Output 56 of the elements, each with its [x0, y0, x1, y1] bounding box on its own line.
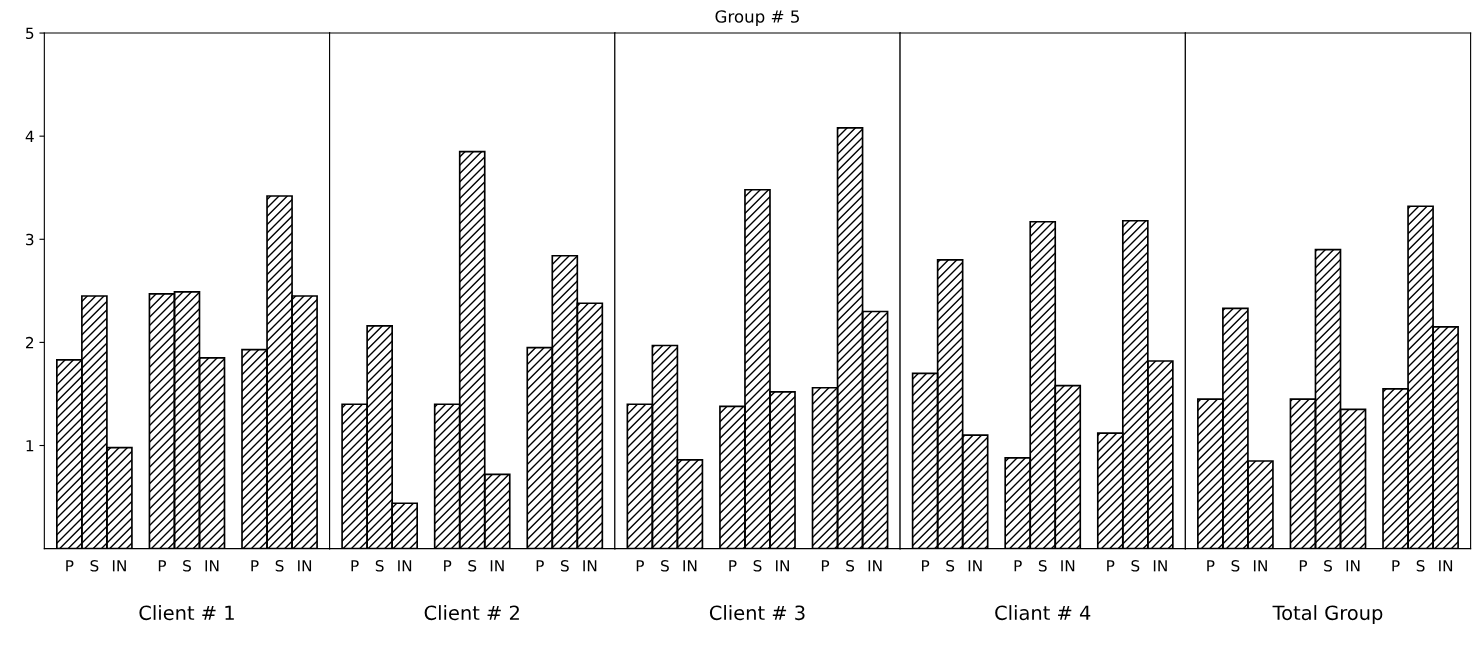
- x-tick-label: P: [158, 560, 167, 572]
- x-tick-label: P: [729, 560, 737, 572]
- x-tick-label: P: [444, 560, 452, 572]
- x-tick-label: P: [1014, 560, 1022, 572]
- x-tick-label: P: [922, 560, 930, 572]
- x-tick-label: P: [1107, 560, 1115, 572]
- x-axis-title: Client # 1: [139, 605, 234, 621]
- x-tick-label: S: [275, 560, 284, 572]
- x-tick-label: P: [1299, 560, 1308, 572]
- x-tick-label: S: [560, 560, 569, 572]
- x-tick-label: IN: [1253, 560, 1267, 572]
- x-tick-label: P: [251, 560, 259, 572]
- x-tick-label: P: [536, 560, 544, 572]
- x-tick-label: S: [1231, 560, 1240, 572]
- x-axis-title: Client # 2: [424, 605, 519, 621]
- x-tick-label: P: [821, 560, 830, 572]
- x-tick-label: P: [1207, 560, 1215, 572]
- x-tick-label: IN: [298, 560, 312, 572]
- y-tick-label: 2: [26, 336, 34, 349]
- x-tick-label: S: [753, 560, 762, 572]
- x-tick-label: S: [1131, 560, 1140, 572]
- x-tick-label: IN: [1346, 560, 1360, 572]
- x-tick-label: S: [1416, 560, 1425, 572]
- x-tick-label: S: [1038, 560, 1047, 572]
- x-tick-label: IN: [1061, 560, 1075, 572]
- x-tick-label: S: [375, 560, 384, 572]
- y-tick-label: 4: [25, 130, 34, 142]
- x-tick-label: S: [183, 560, 191, 572]
- x-tick-label: IN: [205, 560, 219, 572]
- x-tick-label: S: [1324, 560, 1332, 572]
- x-tick-label: S: [661, 560, 669, 572]
- x-tick-label: P: [1392, 560, 1400, 572]
- chart-title: Group # 5: [715, 10, 799, 27]
- x-tick-label: P: [66, 560, 74, 572]
- x-tick-label: IN: [1153, 560, 1167, 572]
- x-axis-title: Client # 3: [709, 605, 805, 621]
- x-tick-label: IN: [112, 560, 126, 572]
- x-tick-label: IN: [398, 560, 412, 572]
- x-tick-label: S: [846, 560, 855, 572]
- x-tick-label: S: [468, 560, 477, 572]
- x-tick-label: P: [636, 560, 644, 572]
- x-axis-title: Total Group: [1272, 605, 1383, 624]
- x-tick-label: IN: [1439, 560, 1453, 572]
- y-tick-label: 3: [26, 233, 34, 246]
- y-tick-label: 1: [26, 440, 34, 452]
- x-tick-label: P: [351, 560, 359, 572]
- y-tick-label: 5: [26, 27, 34, 40]
- x-tick-label: IN: [968, 560, 982, 572]
- x-tick-label: S: [90, 560, 99, 572]
- x-tick-label: IN: [490, 560, 504, 572]
- x-tick-label: S: [946, 560, 955, 572]
- x-tick-label: IN: [583, 560, 597, 572]
- x-axis-title: Cliant # 4: [995, 605, 1091, 621]
- x-tick-label: IN: [683, 560, 697, 572]
- x-tick-label: IN: [776, 560, 789, 572]
- x-tick-label: IN: [868, 560, 882, 572]
